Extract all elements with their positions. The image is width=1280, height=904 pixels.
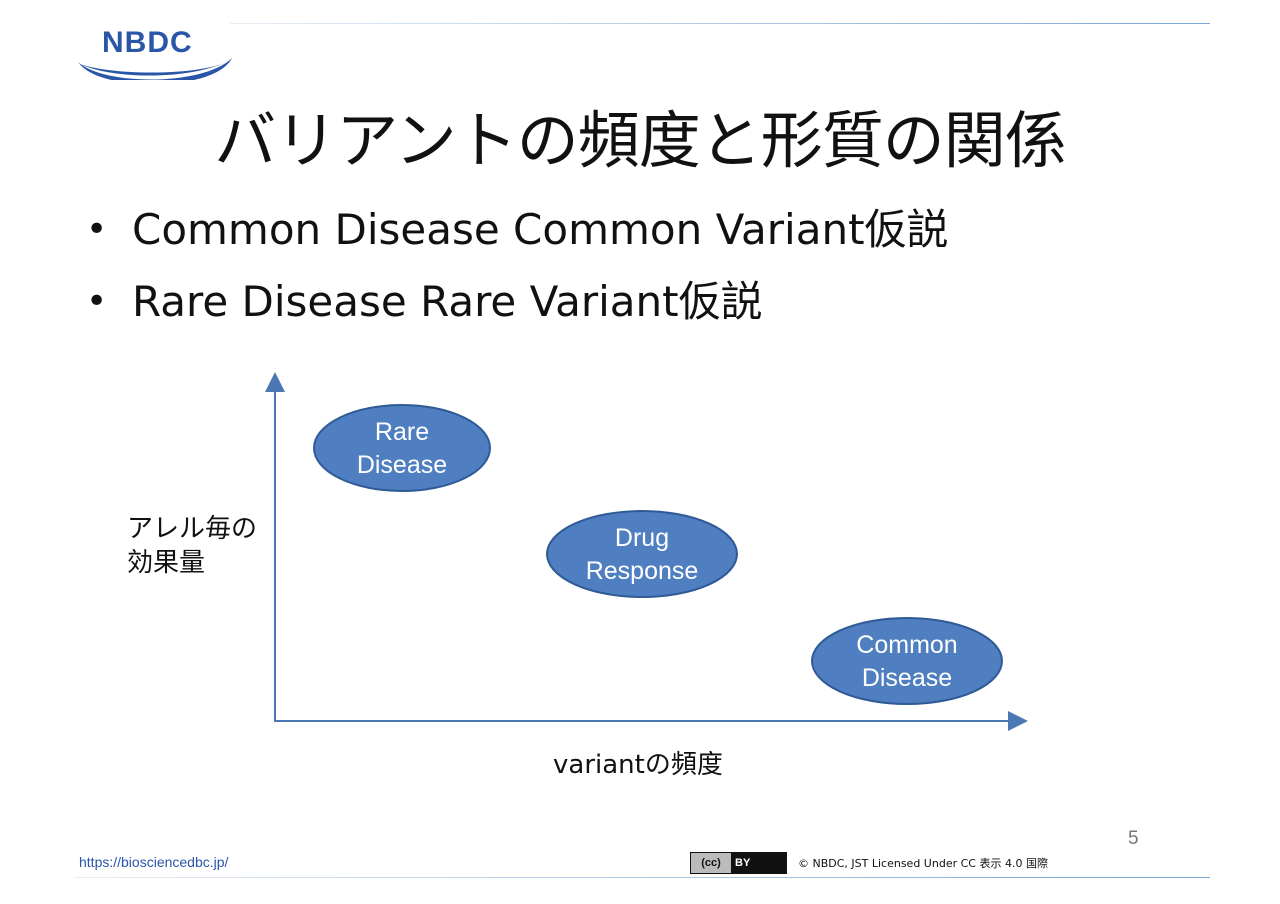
rare-disease-label: Rare Disease (322, 416, 482, 482)
ellipse-label-line: Drug (614, 524, 670, 552)
header-divider (230, 23, 1210, 24)
drug-response-ellipse (546, 510, 738, 598)
copyright-notice: © NBDC, JST Licensed Under CC 表示 4.0 国際 (798, 857, 1048, 870)
bullet-icon: • (86, 209, 108, 250)
y-axis-label-line: 効果量 (127, 548, 206, 578)
cc-icon: (cc) (691, 853, 731, 873)
ellipse-label-line: Disease (861, 664, 953, 692)
nbdc-logo: NBDC (74, 24, 234, 80)
footer-url-link[interactable]: https://biosciencedbc.jp/ (79, 854, 229, 870)
page-number: 5 (1128, 828, 1139, 849)
ellipse-label-line: Disease (356, 451, 448, 479)
ellipse-label-line: Common (856, 631, 958, 659)
footer-divider (74, 877, 1210, 878)
bullet-item: • Rare Disease Rare Variant仮説 (86, 272, 949, 344)
y-axis-label-line: アレル毎の (127, 514, 258, 544)
ellipse-label-line: Response (585, 557, 699, 585)
logo-swoosh-icon (78, 58, 232, 80)
drug-response-label: Drug Response (552, 522, 732, 588)
bullet-text: Common Disease Common Variant仮説 (132, 205, 949, 254)
rare-disease-ellipse (313, 404, 491, 492)
ellipse-label-line: Rare (374, 418, 430, 446)
bullet-icon: • (86, 281, 108, 322)
common-disease-ellipse (811, 617, 1003, 705)
x-axis-label: variantの頻度 (553, 750, 723, 780)
by-icon: BY (735, 857, 751, 869)
bullet-item: • Common Disease Common Variant仮説 (86, 200, 949, 272)
logo-text: NBDC (102, 26, 193, 59)
cc-by-license-badge[interactable]: (cc) BY (690, 852, 787, 874)
bullet-list: • Common Disease Common Variant仮説 • Rare D… (86, 200, 949, 344)
bullet-text: Rare Disease Rare Variant仮説 (132, 277, 763, 326)
y-axis-label: アレル毎の 効果量 (127, 512, 257, 580)
slide-title: バリアントの頻度と形質の関係 (214, 104, 1067, 177)
common-disease-label: Common Disease (817, 629, 997, 695)
